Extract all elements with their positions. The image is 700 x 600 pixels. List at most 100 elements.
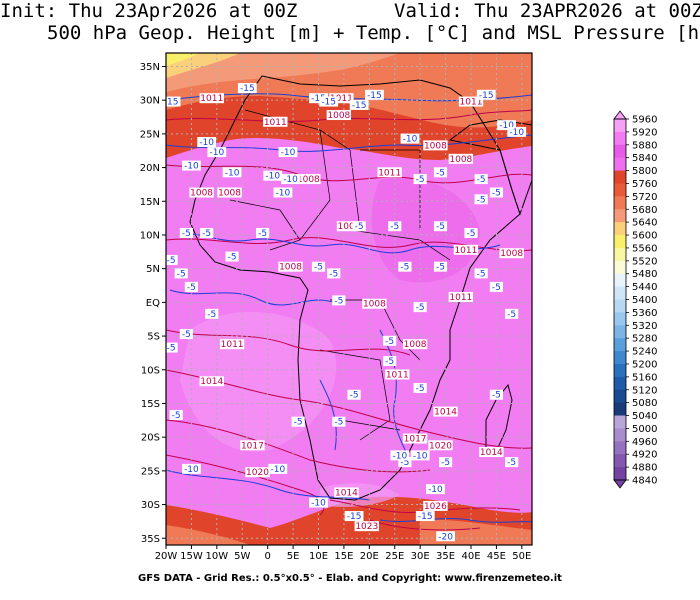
isobar-label: 1008: [424, 141, 447, 151]
isobar-label-bg: [428, 440, 453, 451]
colorbar-swatch: [614, 325, 626, 339]
isotherm-label: -5: [314, 263, 323, 273]
isobar-label-bg: [199, 376, 224, 387]
isotherm-label: -15: [164, 98, 179, 108]
isobar-label: 1008: [218, 189, 241, 199]
map-fields: 1011101110111008101110081008101110081008…: [164, 53, 532, 545]
colorbar-swatch: [614, 260, 626, 275]
colorbar-swatch: [614, 131, 626, 146]
colorbar-label: 5120: [632, 385, 657, 396]
lon-tick-label: 35E: [436, 551, 455, 562]
colorbar-bottom-arrow: [613, 479, 627, 489]
isotherm-label: -10: [281, 148, 296, 158]
colorbar-swatch: [614, 338, 626, 352]
colorbar-label: 5400: [632, 295, 657, 306]
colorbar-swatch: [614, 196, 626, 210]
isobar-label-bg: [329, 93, 354, 104]
isotherm-label: -5: [441, 458, 450, 468]
colorbar-label: 5160: [632, 372, 657, 383]
isotherm-label: -10: [225, 168, 240, 178]
isotherm-label: -5: [187, 283, 196, 293]
lat-tick-label: 10N: [140, 230, 160, 241]
isotherm-label: -5: [177, 269, 186, 279]
isobar-label-bg: [448, 292, 474, 302]
lat-tick-label: 30N: [140, 96, 160, 107]
colorbar-swatch: [614, 157, 626, 171]
isotherm-label: -5: [467, 229, 476, 239]
isobar-label: 1020: [246, 468, 269, 478]
isotherm-label: -5: [477, 175, 486, 185]
isotherm-label-bg: [169, 409, 183, 420]
isotherm-label-bg: [166, 254, 178, 265]
colorbar-label: 5520: [632, 256, 657, 267]
isotherm-label-bg: [433, 167, 448, 178]
isotherm-label: -5: [507, 458, 516, 468]
isotherm-label-bg: [207, 147, 227, 158]
isotherm-label: -10: [392, 451, 407, 461]
colorbar-label: 5080: [632, 398, 657, 409]
colorbar-label: 5040: [632, 411, 657, 422]
isotherm-label: -5: [385, 357, 394, 367]
isotherm-label: -15: [321, 98, 336, 108]
isobar-label-bg: [354, 521, 379, 532]
isobar-label-bg: [453, 244, 479, 255]
colorbar-label: 5320: [632, 321, 657, 332]
isobar-label-bg: [334, 487, 359, 498]
lat-tick-label: 5N: [146, 264, 160, 275]
isotherm-label-bg: [174, 268, 188, 279]
colorbar-swatch: [614, 247, 626, 262]
isobar-label-bg: [336, 221, 362, 232]
lon-tick-label: 30E: [411, 551, 430, 562]
isotherm-label: -20: [438, 532, 453, 542]
isobar-label: 1008: [327, 111, 350, 121]
isobar-label: 1026: [424, 502, 447, 512]
isotherm-label-bg: [332, 416, 346, 427]
isotherm-label-bg: [281, 174, 300, 185]
isotherm-label-bg: [474, 174, 488, 185]
lat-tick-label: 15S: [141, 399, 160, 410]
isotherm-label-bg: [433, 261, 448, 272]
isotherm-label-bg: [436, 531, 455, 542]
height-field-south-5720: [166, 525, 250, 545]
colorbar-label: 5880: [632, 140, 657, 151]
isotherm-label-bg: [182, 463, 201, 474]
isobar-label-bg: [402, 339, 428, 350]
lat-tick-label: 5S: [147, 332, 160, 343]
isobar-label: 1011: [221, 340, 244, 350]
isobar-label-bg: [377, 167, 402, 178]
isotherm-label: -10: [509, 128, 524, 138]
isotherm-label: -15: [367, 91, 382, 101]
colorbar-swatch: [614, 222, 626, 236]
isobar-label-bg: [458, 96, 484, 107]
colorbar-swatch: [614, 389, 626, 404]
isotherm-label: -5: [416, 384, 425, 394]
isotherm-label: -5: [385, 337, 394, 347]
colorbar-label: 5480: [632, 269, 657, 280]
isotherm-label: -10: [311, 499, 326, 509]
lon-tick-label: 45E: [487, 551, 506, 562]
isotherm-label-bg: [415, 511, 435, 522]
colorbar-top-arrow: [613, 110, 627, 120]
isotherm-label-bg: [413, 174, 427, 185]
isobar-label-bg: [199, 93, 224, 104]
isotherm-label: -10: [184, 465, 199, 475]
isobar-label: 1008: [449, 155, 472, 165]
isotherm-label: -10: [428, 485, 443, 495]
isobar-label-bg: [296, 174, 321, 185]
colorbar-swatch: [614, 428, 626, 442]
colorbar-swatch: [614, 119, 626, 133]
isobar-label: 1008: [363, 300, 386, 310]
isobar-label-bg: [433, 406, 458, 417]
isotherm-label-bg: [426, 484, 445, 495]
isotherm-label-bg: [184, 281, 199, 292]
lon-tick-label: 10W: [206, 551, 229, 562]
isotherm-label: -5: [329, 269, 338, 279]
colorbar-swatch: [614, 209, 626, 223]
colorbar-swatch: [614, 376, 626, 391]
colorbar-swatch: [614, 454, 626, 468]
isotherm-label: -5: [207, 310, 216, 320]
isobar-label-bg: [219, 339, 245, 350]
isotherm-label-bg: [410, 450, 430, 461]
isotherm-label-bg: [179, 227, 193, 238]
